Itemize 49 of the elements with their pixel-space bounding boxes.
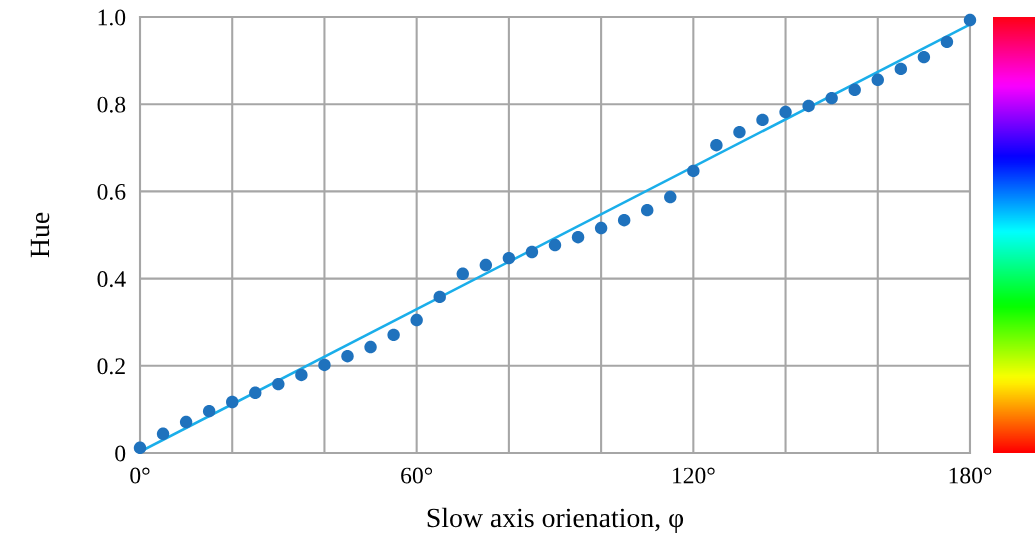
point [617, 213, 631, 227]
point [226, 395, 239, 409]
point [641, 203, 654, 217]
point [456, 267, 469, 281]
y-tick-label: 0.6 [97, 183, 126, 200]
point [687, 164, 700, 178]
point [525, 245, 539, 259]
point [548, 238, 562, 252]
point [202, 404, 216, 418]
x-tick-label: 0° [130, 467, 150, 484]
y-tick-label: 0.8 [97, 96, 126, 113]
y-tick-label: 0 [115, 445, 126, 462]
point [272, 377, 285, 391]
x-tick-label: 180° [949, 467, 992, 484]
point [871, 73, 884, 86]
point [594, 221, 608, 235]
point [410, 313, 423, 327]
point [502, 251, 516, 265]
x-tick-label: 60° [401, 467, 433, 484]
point [433, 290, 446, 304]
point [756, 113, 769, 127]
x-tick-label: 120° [672, 467, 715, 484]
point [133, 441, 147, 454]
point [963, 13, 977, 27]
point [825, 91, 838, 105]
point [710, 138, 723, 152]
point [295, 368, 308, 382]
x-axis-title: Slow axis orienation, φ [427, 507, 684, 533]
y-axis-title: Hue [30, 212, 50, 258]
y-tick-label: 0.4 [97, 271, 126, 288]
point [318, 358, 331, 372]
point [479, 258, 493, 272]
point [571, 230, 585, 244]
point [249, 386, 262, 400]
point [894, 62, 908, 76]
point [364, 340, 377, 354]
point [802, 99, 815, 113]
point [940, 35, 954, 49]
point [848, 83, 861, 97]
point [179, 415, 193, 429]
point [917, 50, 931, 64]
point [664, 190, 677, 204]
point [779, 105, 792, 119]
point [733, 125, 746, 139]
y-tick-label: 1.0 [98, 9, 126, 26]
point [387, 328, 400, 342]
y-tick-label: 0.2 [97, 358, 125, 375]
point [156, 427, 170, 441]
point [341, 350, 354, 363]
